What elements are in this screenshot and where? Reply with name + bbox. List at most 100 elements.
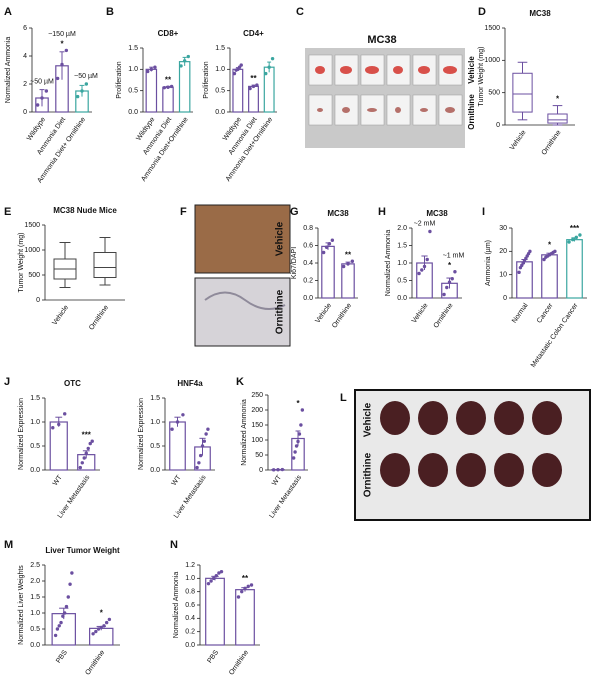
y-tick-label: 1.5	[30, 395, 40, 402]
data-point	[202, 439, 207, 443]
image-label: Vehicle	[275, 221, 286, 256]
y-axis-label: Ammonia (µm)	[485, 240, 492, 286]
data-point	[78, 465, 82, 470]
x-tick-label: Vehicle	[51, 304, 70, 327]
y-tick-label: 2	[23, 81, 27, 88]
data-point	[88, 441, 92, 446]
data-point	[447, 280, 452, 284]
annotation: ~1 mM	[443, 253, 465, 260]
y-tick-label: 1000	[24, 247, 40, 254]
image-label: Vehicle	[467, 56, 476, 84]
data-point	[182, 59, 187, 63]
y-tick-label: 250	[251, 392, 263, 399]
y-tick-label: 1.5	[215, 45, 225, 52]
data-point	[68, 582, 72, 586]
data-point	[211, 576, 216, 581]
significance: **	[250, 74, 257, 83]
bar	[205, 577, 225, 646]
data-point	[341, 264, 346, 269]
liver	[494, 453, 524, 487]
data-point	[35, 103, 40, 107]
liver	[456, 453, 486, 487]
data-point	[80, 89, 84, 93]
data-point	[270, 56, 275, 61]
data-point	[280, 467, 285, 472]
y-tick-label: 0.8	[185, 589, 195, 596]
y-axis-label: Tumor Weight (mg)	[478, 47, 485, 107]
tumor	[420, 108, 428, 112]
box	[93, 252, 117, 278]
y-tick-label: 1000	[484, 57, 500, 64]
ihc-photo	[194, 277, 291, 347]
data-point	[420, 268, 424, 272]
box	[547, 113, 568, 124]
data-point	[246, 584, 250, 589]
data-point	[166, 85, 170, 89]
y-axis-label: Tumor Weight (mg)	[18, 233, 25, 293]
tumor	[367, 108, 377, 112]
data-point	[232, 71, 237, 76]
data-point	[179, 64, 183, 68]
annotation: ~150 µM	[48, 31, 76, 38]
data-point	[249, 583, 254, 587]
y-axis-label: Normalized Liver Weights	[18, 565, 25, 645]
y-axis-label: Normalized Ammonia	[173, 572, 180, 639]
y-tick-label: 0.0	[30, 467, 40, 474]
data-point	[217, 571, 221, 575]
data-point	[186, 54, 190, 59]
image-label: Ornithine	[467, 94, 476, 130]
data-point	[61, 614, 65, 618]
y-tick-label: 1.0	[397, 260, 407, 267]
y-tick-label: 1.5	[150, 395, 160, 402]
y-tick-label: 0.6	[185, 602, 195, 609]
data-point	[267, 65, 271, 69]
data-point	[299, 423, 303, 427]
panel-letter: N	[170, 539, 178, 551]
bar	[89, 627, 114, 646]
x-tick-label: PBS	[206, 649, 220, 665]
data-point	[99, 625, 103, 630]
significance: *	[100, 609, 104, 618]
data-point	[55, 76, 60, 81]
y-tick-label: 0.0	[185, 642, 195, 649]
y-tick-label: 30	[499, 225, 507, 232]
data-point	[204, 432, 208, 436]
x-tick-label: Ornithine	[433, 302, 455, 329]
data-point	[170, 427, 174, 431]
y-tick-label: 0.2	[185, 629, 195, 636]
chart-title: MC38	[529, 9, 551, 18]
x-tick-label: Vehicle	[509, 129, 528, 152]
y-tick-label: 4	[23, 53, 27, 60]
y-axis-label: Normalized Expression	[18, 398, 25, 470]
y-tick-label: 0	[503, 295, 507, 302]
y-tick-label: 0.0	[150, 467, 160, 474]
image-title: MC38	[367, 34, 396, 46]
tumor	[418, 66, 430, 74]
data-point	[96, 627, 101, 631]
image-label: Ornithine	[275, 289, 286, 334]
data-point	[350, 259, 355, 263]
y-tick-label: 150	[251, 422, 263, 429]
tumor	[365, 66, 379, 74]
data-point	[239, 63, 243, 67]
data-point	[90, 439, 94, 443]
image-label: Vehicle	[363, 402, 374, 437]
y-axis-label: Normalized Ammonia	[5, 37, 12, 104]
y-tick-label: 0.5	[30, 626, 40, 633]
y-tick-label: 2.5	[30, 562, 40, 569]
y-tick-label: 1.0	[30, 419, 40, 426]
data-point	[40, 96, 44, 100]
y-tick-label: 0	[259, 467, 263, 474]
data-point	[417, 271, 421, 276]
data-point	[91, 632, 95, 636]
data-point	[195, 465, 199, 470]
x-tick-label: Metastatic Colon Cancer	[530, 302, 580, 369]
bar	[145, 68, 158, 113]
data-point	[198, 453, 203, 458]
data-point	[107, 617, 112, 622]
y-axis-label: Proliferation	[116, 61, 123, 98]
panel-letter: J	[4, 376, 10, 388]
liver	[380, 453, 410, 487]
chart-title: MC38	[426, 209, 448, 218]
annotation: ~50 µM	[30, 78, 54, 85]
